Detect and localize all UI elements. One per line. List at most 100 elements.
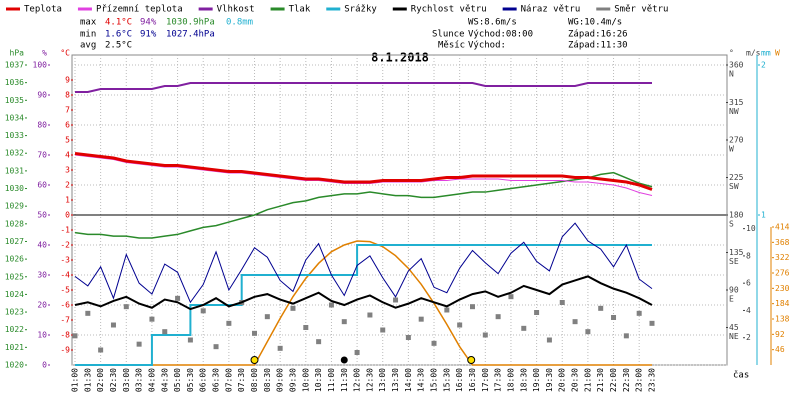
y-tick-label: 46 xyxy=(775,345,785,354)
direction-point xyxy=(264,314,270,320)
y-tick-label: 10 xyxy=(746,224,756,233)
y-tick-label: 1036 xyxy=(5,78,24,87)
y-tick-label: 360 xyxy=(729,61,744,70)
direction-point xyxy=(521,325,527,331)
x-tick-label: 21:00 xyxy=(583,368,592,392)
stat: 0.8mm xyxy=(226,18,253,28)
direction-point xyxy=(598,305,604,311)
x-tick-label: 17:00 xyxy=(481,368,490,392)
y-tick-label: 8 xyxy=(65,91,70,100)
stat: 91% xyxy=(140,30,157,40)
y-tick-label: -3 xyxy=(60,256,70,265)
x-tick-label: 11:00 xyxy=(327,368,336,392)
axis-label: m/s xyxy=(746,49,761,58)
x-tick-label: 22:30 xyxy=(622,368,631,392)
direction-point xyxy=(354,350,360,355)
compass-label: W xyxy=(729,145,734,154)
x-tick-label: 14:00 xyxy=(404,368,413,392)
y-tick-label: 135 xyxy=(729,248,744,257)
compass-label: NE xyxy=(729,332,739,341)
direction-point xyxy=(559,300,565,305)
compass-label: S xyxy=(729,220,734,229)
direction-point xyxy=(367,312,373,318)
direction-point xyxy=(85,310,91,316)
x-tick-label: 18:00 xyxy=(506,368,515,392)
y-tick-label: 230 xyxy=(775,284,790,293)
moon-marker xyxy=(340,356,348,364)
y-tick-label: 1037 xyxy=(5,61,24,70)
y-tick-label: 1027 xyxy=(5,237,24,246)
legend-label: Směr větru xyxy=(614,5,668,15)
stat: 1030.9hPa xyxy=(166,18,215,28)
y-tick-label: 30 xyxy=(37,271,47,280)
direction-point xyxy=(482,332,488,338)
legend-label: Srážky xyxy=(344,5,377,15)
x-tick-label: 19:30 xyxy=(545,368,554,392)
x-tick-label: 05:30 xyxy=(186,368,195,392)
y-tick-label: 1029 xyxy=(5,202,24,211)
compass-label: SE xyxy=(729,257,739,266)
y-tick-label: 1020 xyxy=(5,361,24,370)
axis-label: % xyxy=(42,49,47,58)
series-line xyxy=(74,222,653,304)
direction-point xyxy=(431,340,437,346)
axis-label: ° xyxy=(729,49,734,58)
x-tick-label: 03:30 xyxy=(135,368,144,392)
direction-point xyxy=(328,302,334,308)
direction-point xyxy=(316,339,322,345)
x-tick-label: 09:00 xyxy=(276,368,285,392)
direction-point xyxy=(123,304,129,310)
y-tick-label: 138 xyxy=(775,315,790,324)
direction-point xyxy=(444,307,450,313)
compass-label: E xyxy=(729,295,734,304)
axis-label: hPa xyxy=(10,49,25,58)
x-tick-label: 14:30 xyxy=(417,368,426,392)
direction-point xyxy=(136,341,142,347)
direction-point xyxy=(495,314,501,320)
x-tick-label: 10:00 xyxy=(301,368,310,392)
y-tick-label: 414 xyxy=(775,223,790,232)
direction-point xyxy=(636,310,642,316)
direction-point xyxy=(72,333,78,339)
y-tick-label: 10 xyxy=(37,331,47,340)
stat-label: Slunce xyxy=(432,30,465,40)
y-tick-label: 45 xyxy=(729,323,739,332)
stat: 2.5°C xyxy=(105,41,132,51)
y-tick-label: 2 xyxy=(65,181,70,190)
y-tick-label: 1025 xyxy=(5,272,24,281)
sun-marker xyxy=(250,356,259,364)
series-line xyxy=(75,244,652,366)
compass-label: SW xyxy=(729,182,739,191)
direction-point xyxy=(110,322,116,328)
direction-point xyxy=(649,320,655,326)
x-tick-label: 06:30 xyxy=(212,368,221,392)
y-tick-label: 1034 xyxy=(5,113,24,122)
y-tick-label: 40 xyxy=(37,241,47,250)
y-tick-label: 368 xyxy=(775,238,790,247)
y-tick-label: 80 xyxy=(37,121,47,130)
stat: Západ:16:26 xyxy=(568,30,628,40)
direction-point xyxy=(341,319,347,325)
direction-point xyxy=(277,345,283,351)
y-tick-label: 92 xyxy=(775,330,785,339)
y-tick-label: -8 xyxy=(60,331,70,340)
y-tick-label: 1026 xyxy=(5,255,24,264)
stat: 94% xyxy=(140,18,157,28)
direction-point xyxy=(469,304,475,310)
y-tick-label: -1 xyxy=(60,226,70,235)
direction-point xyxy=(149,316,155,322)
y-tick-label: 2 xyxy=(746,333,751,342)
legend-label: Teplota xyxy=(24,5,62,15)
x-tick-label: 18:30 xyxy=(519,368,528,392)
direction-point xyxy=(175,295,181,301)
direction-point xyxy=(187,337,193,343)
x-tick-label: 22:00 xyxy=(609,368,618,392)
direction-point xyxy=(405,335,411,340)
y-tick-label: 1035 xyxy=(5,96,24,105)
direction-point xyxy=(290,305,296,311)
y-tick-label: 6 xyxy=(65,121,70,130)
direction-point xyxy=(418,316,424,322)
y-tick-label: 100 xyxy=(33,61,48,70)
direction-point xyxy=(611,315,617,320)
